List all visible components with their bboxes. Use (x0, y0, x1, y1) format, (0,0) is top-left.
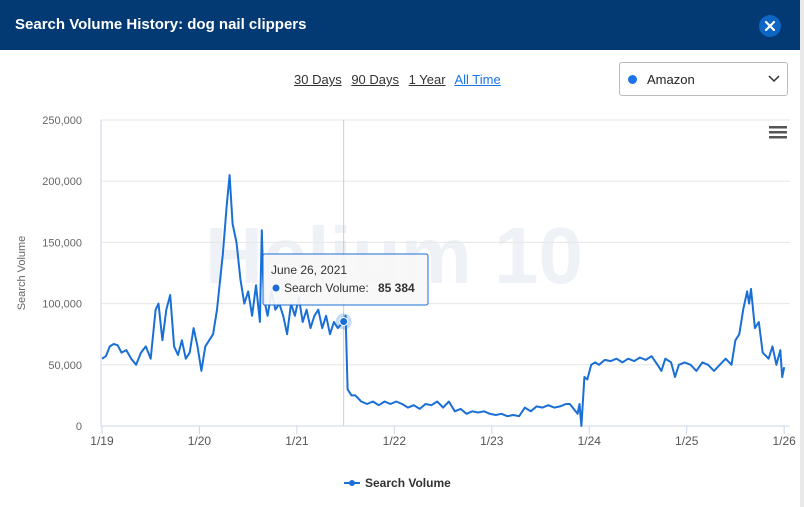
dropdown-dot (628, 75, 637, 84)
y-tick-label: 150,000 (42, 237, 82, 249)
tooltip-box (262, 253, 429, 306)
menu-icon[interactable] (769, 126, 787, 139)
x-tick-label: 1/20 (188, 434, 212, 448)
close-button[interactable] (759, 15, 781, 37)
x-tick-label: 1/25 (675, 434, 699, 448)
x-tick-label: 1/24 (578, 434, 602, 448)
range-button[interactable]: 90 Days (351, 72, 400, 87)
x-tick-label: 1/26 (772, 434, 796, 448)
y-tick-label: 250,000 (42, 115, 82, 127)
modal-header: Search Volume History: dog nail clippers (0, 0, 800, 50)
tooltip: June 26, 2021 Search Volume: 85 384 (262, 253, 429, 306)
y-tick-label: 100,000 (42, 299, 82, 311)
y-axis-label: Search Volume (16, 236, 28, 311)
tooltip-value: 85 384 (378, 281, 415, 295)
tooltip-title: June 26, 2021 (271, 263, 347, 277)
range-button[interactable]: 30 Days (294, 72, 342, 87)
x-tick-label: 1/19 (90, 434, 114, 448)
hover-marker (339, 316, 349, 326)
range-buttons: 30 Days 90 Days 1 Year All Time (294, 72, 507, 87)
range-button[interactable]: All Time (454, 72, 501, 87)
y-tick-label: 0 (76, 421, 82, 433)
modal-title: Search Volume History: dog nail clippers (15, 16, 307, 33)
y-tick-label: 200,000 (42, 176, 82, 188)
close-icon (764, 20, 776, 32)
x-tick-label: 1/22 (383, 434, 407, 448)
dropdown-text: Amazon (647, 72, 695, 87)
series-line (101, 174, 786, 427)
y-tick-label: 50,000 (48, 360, 82, 372)
dropdown-caret (768, 75, 780, 83)
marketplace-dropdown[interactable]: Amazon (619, 62, 788, 96)
tooltip-label: Search Volume: (284, 281, 369, 295)
x-tick-label: 1/23 (480, 434, 504, 448)
range-button[interactable]: 1 Year (408, 72, 446, 87)
legend-dot (349, 480, 355, 486)
tooltip-dot (272, 284, 280, 292)
legend-label: Search Volume (365, 476, 451, 490)
x-tick-label: 1/21 (285, 434, 309, 448)
